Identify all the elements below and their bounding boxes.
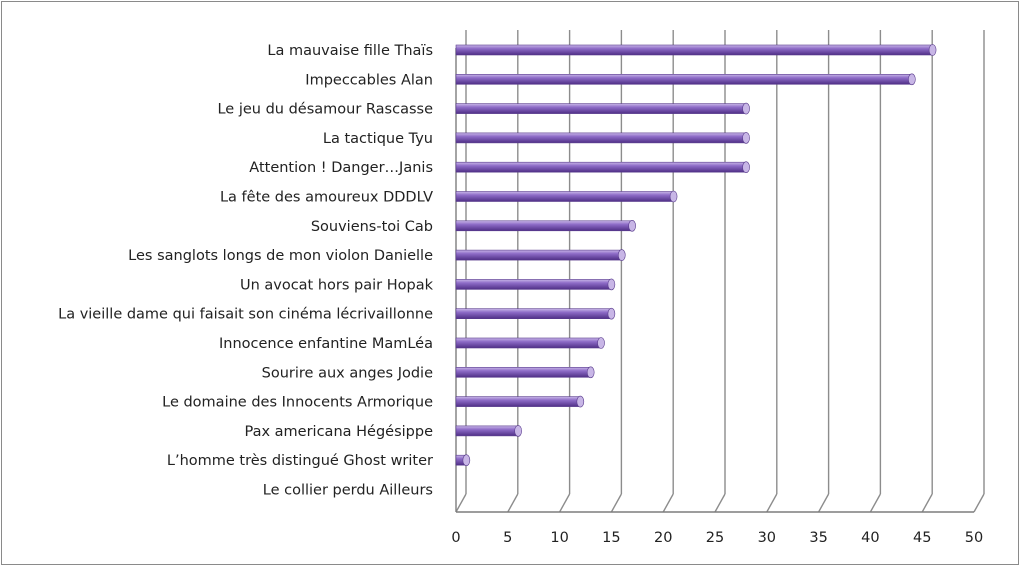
x-tick-label: 50: [965, 530, 983, 546]
gridline-floor: [973, 493, 985, 513]
gridline-floor: [662, 493, 674, 513]
x-tick-label: 20: [654, 530, 672, 546]
gridlines: [455, 30, 985, 513]
category-label: La tactique Tyu: [323, 131, 433, 147]
bar-end-cap: [742, 102, 750, 115]
bar-body: [455, 220, 633, 232]
bar-end-cap: [908, 73, 916, 86]
gridline-floor: [558, 493, 571, 513]
bar-body: [455, 337, 602, 349]
bar-body: [455, 132, 747, 144]
gridline-floor: [455, 493, 467, 513]
bar-body: [455, 425, 519, 437]
bar-body: [455, 103, 747, 114]
bar: [455, 190, 678, 203]
x-tick-label: 5: [503, 530, 512, 546]
category-labels: La mauvaise fille Thaïs Impeccables Alan L…: [58, 43, 433, 499]
bar-end-cap: [617, 249, 626, 261]
category-label: La vieille dame qui faisait son cinéma l…: [58, 307, 433, 323]
bar: [455, 132, 750, 144]
category-label: Les sanglots longs de mon violon Daniell…: [128, 248, 433, 264]
x-tick-label: 30: [758, 530, 776, 546]
gridline-floor: [714, 493, 726, 513]
category-label: Attention ! Danger…Janis: [249, 160, 433, 176]
bar-body: [455, 161, 747, 173]
x-tick-label: 45: [913, 530, 931, 546]
bar: [455, 307, 616, 320]
bar-end-cap: [928, 44, 937, 56]
bar-body: [455, 44, 933, 56]
bar-end-cap: [628, 220, 636, 232]
x-tick-label: 15: [602, 530, 620, 546]
bar-end-cap: [742, 132, 750, 144]
category-label: Sourire aux anges Jodie: [262, 365, 433, 381]
bar-body: [455, 74, 913, 85]
gridline-floor: [507, 493, 519, 513]
category-label: La mauvaise fille Thaïs: [267, 43, 433, 59]
category-label: Pax americana Hégésippe: [245, 424, 434, 440]
category-label: Souviens-toi Cab: [311, 219, 433, 235]
x-tick-label: 40: [861, 530, 879, 546]
category-label: Le collier perdu Ailleurs: [263, 483, 433, 499]
bar: [455, 425, 522, 437]
bar: [455, 73, 916, 86]
bar-body: [455, 366, 591, 378]
bars: [455, 44, 937, 467]
gridline-floor: [766, 493, 778, 513]
bar-end-cap: [742, 161, 750, 173]
x-tick-label: 35: [809, 530, 827, 546]
bar-body: [455, 308, 612, 320]
bar-end-cap: [597, 337, 605, 349]
bar: [455, 249, 626, 261]
gridline-floor: [610, 493, 623, 513]
bar-body: [455, 191, 674, 202]
bar-end-cap: [576, 395, 585, 408]
bar-end-cap: [586, 366, 595, 379]
bar: [455, 454, 471, 467]
x-tick-label: 0: [451, 530, 460, 546]
gridline-floor: [817, 493, 830, 513]
bar-end-cap: [462, 454, 471, 467]
bar: [455, 337, 605, 349]
bar-end-cap: [607, 278, 616, 291]
bar: [455, 395, 585, 408]
gridline-floor: [921, 493, 933, 513]
category-label: Le jeu du désamour Rascasse: [217, 102, 433, 118]
bar-body: [455, 396, 581, 407]
category-label: Un avocat hors pair Hopak: [240, 277, 434, 293]
category-label: La fête des amoureux DDDLV: [220, 190, 433, 206]
bar: [455, 366, 595, 379]
gridline-floor: [869, 493, 882, 513]
bar: [455, 102, 750, 115]
x-tick-label: 25: [706, 530, 724, 546]
bar-body: [455, 249, 623, 261]
category-label: L’homme très distingué Ghost writer: [167, 453, 433, 469]
bar: [455, 161, 750, 173]
bar-body: [455, 279, 612, 290]
bar-end-cap: [514, 425, 522, 437]
bar-end-cap: [669, 190, 678, 203]
category-label: Le domaine des Innocents Armorique: [162, 395, 433, 411]
x-tick-label: 10: [550, 530, 568, 546]
bar: [455, 44, 937, 56]
x-tick-labels: 0 5 10 15 20 25 30 35 40 45 50: [451, 530, 983, 546]
bar-end-cap: [607, 307, 616, 320]
bar: [455, 278, 616, 291]
bar: [455, 220, 636, 232]
category-label: Impeccables Alan: [305, 72, 433, 88]
category-label: Innocence enfantine MamLéa: [219, 336, 433, 352]
